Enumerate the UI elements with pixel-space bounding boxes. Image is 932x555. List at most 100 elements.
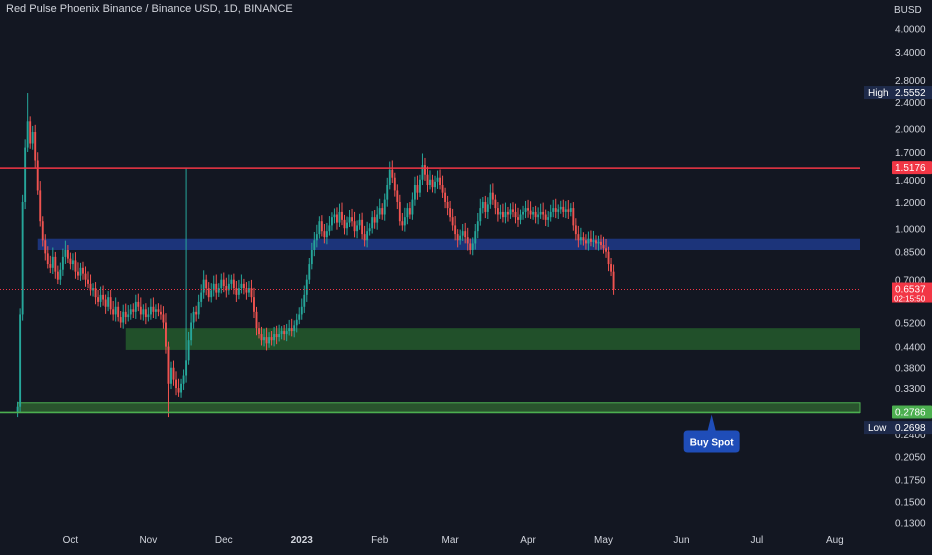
candle-body <box>225 285 228 291</box>
candle-body <box>524 208 527 212</box>
candle-body <box>44 240 47 254</box>
candle-body <box>315 234 318 241</box>
candle-body <box>107 297 110 307</box>
candle-body <box>139 306 142 315</box>
candle-body <box>406 208 409 218</box>
candle-body <box>79 267 82 276</box>
candle-body <box>237 288 240 295</box>
candle-body <box>250 288 253 298</box>
candle-body <box>157 309 160 312</box>
buy-spot-bubble[interactable] <box>683 414 740 453</box>
candle-body <box>542 211 545 215</box>
candle-body <box>167 346 170 384</box>
candle-body <box>29 121 32 144</box>
candle-body <box>112 309 115 315</box>
candle-body <box>64 249 67 257</box>
candle-body <box>529 210 532 215</box>
candle-body <box>278 334 281 338</box>
candle-body <box>451 217 454 226</box>
x-tick-label: 2023 <box>291 535 314 546</box>
candle-body <box>202 279 205 293</box>
candle-body <box>109 297 112 310</box>
candle-body <box>431 179 434 188</box>
candle-body <box>557 209 560 212</box>
candle-body <box>481 201 484 209</box>
candle-body <box>215 283 218 293</box>
candle-body <box>87 279 89 284</box>
candle-body <box>494 199 497 209</box>
time-axis[interactable]: Oct Nov Dec 2023 Feb Mar Apr May Jun Jul Aug <box>63 535 844 546</box>
candle-body <box>147 314 150 318</box>
candle-body <box>149 306 152 315</box>
candle-body <box>263 337 265 341</box>
candle-body <box>574 225 577 235</box>
candle-body <box>346 222 348 229</box>
candle-body <box>421 165 424 180</box>
candle-body <box>416 184 419 193</box>
candle-body <box>476 221 479 232</box>
candle-body <box>424 165 426 175</box>
x-tick-label: Jul <box>751 535 764 546</box>
candle-body <box>124 311 127 318</box>
candle-body <box>517 217 519 220</box>
candle-body <box>190 322 193 341</box>
candle-body <box>273 334 276 341</box>
candle-body <box>602 245 605 249</box>
candle-body <box>26 121 29 148</box>
candle-body <box>496 208 499 215</box>
candle-body <box>383 199 386 215</box>
candle-body <box>479 208 482 222</box>
candle-body <box>320 221 323 232</box>
price-axis[interactable]: BUSD 4.0000 3.4000 2.8000 2.4000 2.0000 1.7000… <box>894 5 926 529</box>
candle-body <box>51 256 54 268</box>
candle-body <box>172 367 175 380</box>
candle-body <box>97 297 100 302</box>
candle-body <box>235 288 238 295</box>
candle-body <box>290 328 293 332</box>
candle-body <box>466 237 469 244</box>
y-tick-label: 0.8500 <box>895 248 926 259</box>
candle-body <box>489 192 492 205</box>
x-tick-label: Jun <box>673 535 689 546</box>
x-tick-label: Nov <box>139 535 157 546</box>
candle-body <box>348 217 351 223</box>
candle-body <box>71 260 74 265</box>
buy-spot-label[interactable]: Buy Spot <box>690 437 735 448</box>
candle-body <box>396 190 399 202</box>
candle-body <box>484 201 487 212</box>
candle-body <box>459 235 462 241</box>
y-tick-label: 4.0000 <box>895 24 926 35</box>
candle-body <box>165 322 167 347</box>
candle-body <box>572 208 575 226</box>
candle-body <box>69 258 72 265</box>
candle-body <box>31 131 34 144</box>
candle-body <box>328 225 331 232</box>
candle-body <box>577 234 580 241</box>
candle-body <box>393 177 396 191</box>
candle-body <box>612 271 615 290</box>
buy-spot-callout[interactable]: Buy Spot <box>683 414 740 453</box>
candle-body <box>94 288 97 298</box>
candle-body <box>408 208 411 215</box>
candle-body <box>386 184 389 200</box>
candle-body <box>418 179 421 193</box>
candle-body <box>589 238 592 242</box>
candle-body <box>371 217 374 229</box>
candle-body <box>592 240 595 242</box>
candle-body <box>368 228 371 232</box>
high-value: 2.5552 <box>895 88 926 99</box>
candle-body <box>21 201 24 315</box>
green-zone <box>125 328 860 350</box>
candle-body <box>283 331 286 335</box>
candle-body <box>434 181 436 188</box>
candle-body <box>180 383 183 393</box>
candle-body <box>610 264 613 272</box>
candle-body <box>454 225 457 235</box>
candle-body <box>363 234 366 241</box>
candle-body <box>295 319 298 326</box>
candle-body <box>137 301 140 307</box>
low-value: 0.2698 <box>895 423 926 434</box>
candle-body <box>205 279 208 289</box>
candle-body <box>212 283 215 291</box>
